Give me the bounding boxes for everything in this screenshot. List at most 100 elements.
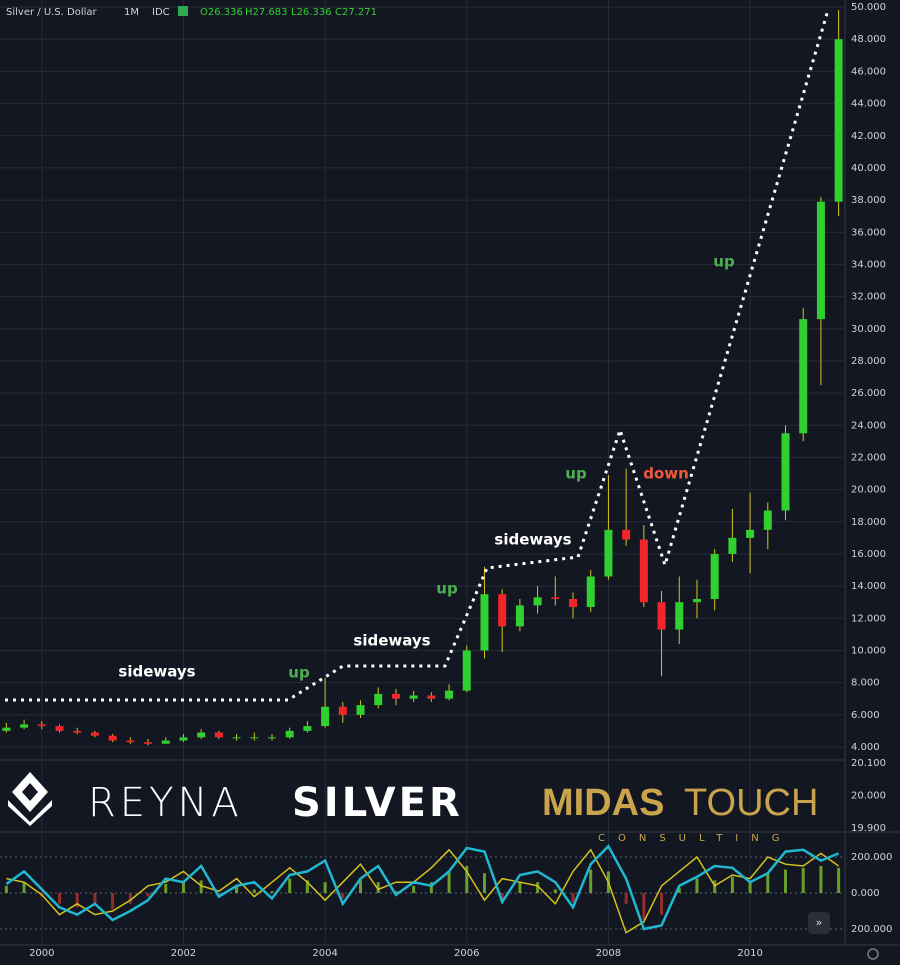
y-tick-label: 14.000 xyxy=(851,581,886,592)
candle-body xyxy=(763,510,772,530)
y-tick-label: 6.000 xyxy=(851,710,880,721)
candle-body xyxy=(250,737,259,739)
reyna-logo: REYNA SILVER xyxy=(8,772,463,826)
candle-body xyxy=(179,737,188,741)
candle-body xyxy=(285,730,294,738)
x-tick-label: 2006 xyxy=(454,948,479,959)
candle-body xyxy=(73,730,82,733)
y-tick-label: 38.000 xyxy=(851,195,886,206)
annotation: up xyxy=(565,465,587,483)
logo-subtext: CONSULTING xyxy=(598,833,792,844)
candle-body xyxy=(746,529,755,538)
candle-body xyxy=(515,605,524,627)
x-tick-label: 2000 xyxy=(29,948,54,959)
candle-body xyxy=(533,597,542,606)
annotation: up xyxy=(288,664,310,682)
y-tick-label: 8.000 xyxy=(851,678,880,689)
candle-body xyxy=(569,598,578,608)
x-tick-label: 2008 xyxy=(596,948,621,959)
y-tick-label: 32.000 xyxy=(851,292,886,303)
annotation: up xyxy=(436,580,458,598)
candle-body xyxy=(214,732,223,738)
candle-body xyxy=(144,742,153,744)
candle-body xyxy=(498,594,507,627)
y-tick-label: 4.000 xyxy=(851,742,880,753)
candle-body xyxy=(480,594,489,651)
y-tick-label: 18.000 xyxy=(851,517,886,528)
y-tick-label: 16.000 xyxy=(851,549,886,560)
logo-text: SILVER xyxy=(292,780,463,826)
candle-body xyxy=(639,539,648,603)
y-tick-label: 24.000 xyxy=(851,420,886,431)
candle-body xyxy=(37,724,46,727)
logo-text: REYNA xyxy=(88,780,243,826)
candle-body xyxy=(126,740,135,743)
candle-body xyxy=(622,529,631,540)
y-tick-label: 46.000 xyxy=(851,66,886,77)
y-tick-label: 48.000 xyxy=(851,34,886,45)
candle-body xyxy=(232,737,241,739)
candle-body xyxy=(374,693,383,706)
candle-body xyxy=(338,706,347,715)
interval: 1M xyxy=(124,7,139,18)
y-tick-label: 200.000 xyxy=(851,852,892,863)
symbol: Silver / U.S. Dollar xyxy=(6,7,98,18)
x-tick-label: 2002 xyxy=(171,948,196,959)
settings-icon[interactable] xyxy=(867,948,879,960)
x-tick-label: 2004 xyxy=(312,948,337,959)
header: Silver / U.S. Dollar 1M IDC O26.336 H27.… xyxy=(6,6,377,18)
candle-body xyxy=(356,705,365,715)
candle-body xyxy=(445,690,454,699)
candle-body xyxy=(90,732,99,736)
candle-body xyxy=(20,724,29,728)
y-tick-label: 19.900 xyxy=(851,823,886,834)
candle-body xyxy=(834,39,843,202)
y-tick-label: 200.000 xyxy=(851,924,892,935)
candle-body xyxy=(692,598,701,603)
y-tick-label: 28.000 xyxy=(851,356,886,367)
y-tick-label: 26.000 xyxy=(851,388,886,399)
status-icon xyxy=(178,6,188,16)
midas-logo: MIDAS TOUCH CONSULTING xyxy=(542,782,818,844)
y-tick-label: 12.000 xyxy=(851,613,886,624)
candle-body xyxy=(604,529,613,577)
ohlc-low: L26.336 xyxy=(291,7,332,18)
y-tick-label: 40.000 xyxy=(851,163,886,174)
candle-body xyxy=(427,695,436,699)
candle-body xyxy=(816,201,825,320)
logo-emblem xyxy=(12,772,48,812)
ohlc-close: C27.271 xyxy=(335,7,377,18)
logo-text: MIDAS xyxy=(542,782,664,824)
candle-body xyxy=(2,727,11,731)
y-tick-label: 50.000 xyxy=(851,2,886,13)
scroll-button[interactable] xyxy=(808,912,830,934)
y-tick-label: 44.000 xyxy=(851,99,886,110)
y-tick-label: 20.000 xyxy=(851,485,886,496)
trend-drawing xyxy=(5,9,830,702)
source: IDC xyxy=(152,7,170,18)
oscillator-line xyxy=(6,848,840,934)
y-tick-label: 22.000 xyxy=(851,452,886,463)
candle-body xyxy=(799,319,808,434)
candle-body xyxy=(267,737,276,739)
ohlc-open: O26.336 xyxy=(200,7,243,18)
candle-body xyxy=(781,433,790,511)
candle-body xyxy=(728,537,737,554)
candle-body xyxy=(710,553,719,599)
candle-body xyxy=(657,602,666,630)
candle-body xyxy=(197,732,206,738)
y-tick-label: 30.000 xyxy=(851,324,886,335)
candle-body xyxy=(55,726,64,731)
candle-body xyxy=(551,597,560,599)
y-tick-label: 20.000 xyxy=(851,791,886,802)
y-tick-label: 0.000 xyxy=(851,888,880,899)
annotation: sideways xyxy=(494,531,571,549)
y-tick-label: 42.000 xyxy=(851,131,886,142)
oscillator-line xyxy=(5,844,840,931)
x-tick-label: 2010 xyxy=(737,948,762,959)
scroll-icon[interactable]: » xyxy=(816,916,823,929)
annotation: sideways xyxy=(353,632,430,650)
candle-body xyxy=(321,706,330,727)
